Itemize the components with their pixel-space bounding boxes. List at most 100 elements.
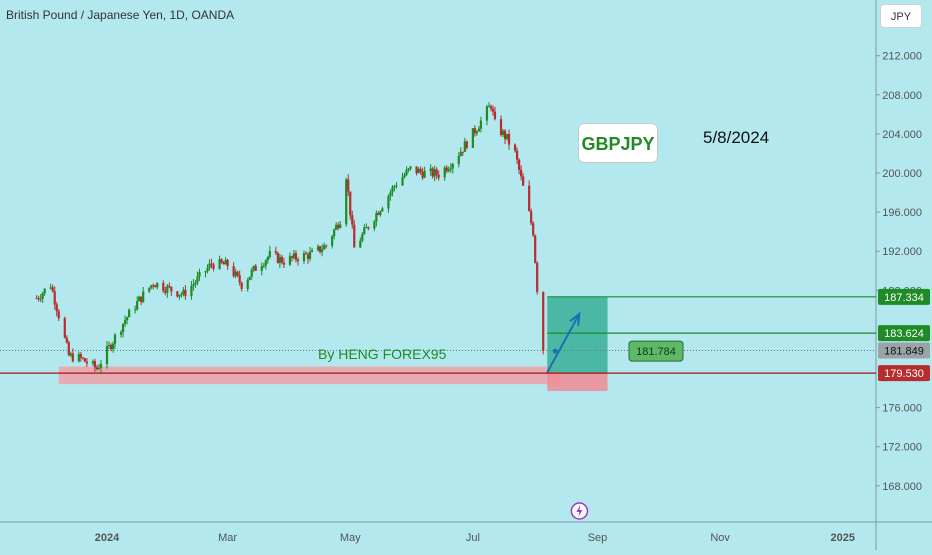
candle-body xyxy=(320,249,324,252)
candle-body xyxy=(190,285,193,297)
candle-body xyxy=(264,260,267,266)
candle-body xyxy=(226,259,229,267)
candle-body xyxy=(180,294,183,296)
candle-body xyxy=(212,264,215,269)
candle-body xyxy=(449,168,452,170)
candle-body xyxy=(405,170,408,176)
candle-body xyxy=(121,323,125,332)
x-tick-label: Sep xyxy=(588,532,608,544)
candle-body xyxy=(204,271,207,273)
candle-body xyxy=(194,282,197,285)
candle-body xyxy=(41,293,44,299)
candle-body xyxy=(152,285,155,287)
candle-body xyxy=(489,106,493,109)
candle-body xyxy=(473,128,476,134)
candle-body xyxy=(128,309,131,318)
candle-body xyxy=(71,353,74,362)
candle-body xyxy=(501,130,505,135)
candle-body xyxy=(35,298,38,300)
candle-body xyxy=(379,211,382,215)
candle-body xyxy=(79,354,82,358)
candles xyxy=(35,102,545,373)
candle-body xyxy=(437,174,440,178)
y-tick-label: 200.000 xyxy=(882,168,922,180)
candle-body xyxy=(260,266,263,271)
price-label-text: 187.334 xyxy=(884,292,924,304)
forecast-midpoint xyxy=(552,348,558,354)
candle-body xyxy=(178,294,181,297)
candle-body xyxy=(451,164,454,169)
candle-body xyxy=(252,265,255,270)
candle-body xyxy=(409,166,412,169)
candle-body xyxy=(126,317,129,321)
candle-body xyxy=(485,106,489,121)
candle-body xyxy=(198,272,201,277)
candle-body xyxy=(475,131,478,134)
candle-body xyxy=(222,262,225,265)
currency-unit-button[interactable]: JPY xyxy=(880,4,922,28)
candle-body xyxy=(534,235,537,263)
candle-body xyxy=(373,221,376,229)
candle-body xyxy=(220,259,223,263)
candle-body xyxy=(136,301,139,310)
value-label-box xyxy=(628,340,684,362)
target-box xyxy=(547,296,608,374)
candle-body xyxy=(51,287,54,292)
candle-body xyxy=(53,291,56,305)
candle-body xyxy=(109,344,113,350)
candle-body xyxy=(421,171,424,178)
candle-body xyxy=(419,168,422,172)
candle-body xyxy=(192,284,195,286)
candle-body xyxy=(43,288,46,294)
candle-body xyxy=(208,263,211,268)
support-zone xyxy=(58,366,560,385)
x-tick-label: Nov xyxy=(710,532,730,544)
price-label-box xyxy=(878,288,930,305)
candle-body xyxy=(335,224,338,230)
candle-body xyxy=(248,276,251,281)
y-tick-label: 212.000 xyxy=(882,51,922,63)
candle-body xyxy=(65,337,68,343)
candle-body xyxy=(363,227,366,235)
candle-body xyxy=(515,150,519,160)
candle-body xyxy=(433,169,436,177)
forecast-arrowhead xyxy=(569,311,581,326)
candle-body xyxy=(429,168,432,171)
candle-body xyxy=(63,318,66,338)
candle-body xyxy=(331,236,334,246)
candle-body xyxy=(238,275,241,283)
x-tick-label: May xyxy=(340,532,361,544)
candle-body xyxy=(97,367,101,370)
y-tick-label: 192.000 xyxy=(882,246,922,258)
symbol-badge: GBPJPY xyxy=(578,123,658,163)
candle-body xyxy=(240,282,243,289)
candle-body xyxy=(93,361,97,368)
candle-body xyxy=(513,144,517,151)
candle-body xyxy=(113,334,117,344)
price-label-box xyxy=(878,365,930,382)
candle-body xyxy=(210,263,213,265)
candle-body xyxy=(361,234,364,241)
candle-body xyxy=(140,296,143,303)
candle-body xyxy=(306,254,310,259)
y-tick-label: 196.000 xyxy=(882,207,922,219)
candle-body xyxy=(39,298,42,300)
price-label-box xyxy=(878,325,930,342)
candle-body xyxy=(304,253,308,255)
candle-body xyxy=(294,253,298,260)
candle-body xyxy=(138,296,141,302)
candle-body xyxy=(339,224,342,229)
candle-body xyxy=(268,250,271,258)
candle-body xyxy=(403,175,406,178)
date-annotation: 5/8/2024 xyxy=(703,128,770,147)
candle-body xyxy=(164,290,167,293)
candle-body xyxy=(168,285,171,287)
candle-body xyxy=(81,357,84,359)
candle-body xyxy=(435,169,438,175)
candle-body xyxy=(505,133,509,140)
candle-body xyxy=(477,128,480,132)
candle-body xyxy=(67,342,70,356)
candle-body xyxy=(479,120,483,129)
